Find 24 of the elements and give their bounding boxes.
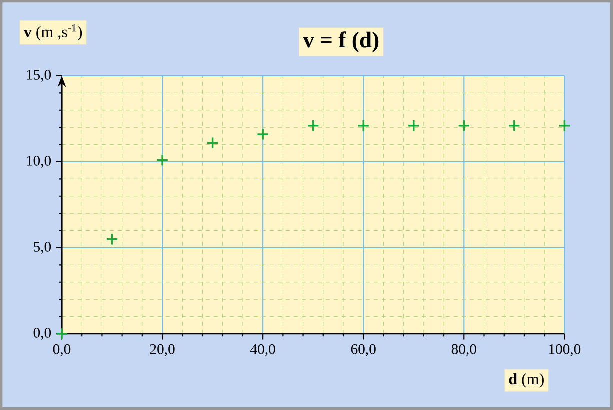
y-tick-label: 0,0 (34, 328, 52, 340)
point (508, 120, 521, 132)
point (558, 120, 571, 132)
x-tick-label: 40,0 (250, 344, 276, 356)
point (357, 120, 370, 132)
x-tick-label: 20,0 (150, 344, 175, 356)
y-tick-label: 5,0 (34, 242, 52, 254)
point (106, 233, 118, 246)
point (206, 136, 220, 150)
point (56, 328, 68, 340)
point (408, 120, 420, 132)
point (156, 154, 169, 166)
x-tick-label: 60,0 (351, 344, 376, 356)
x-tick-label: 100,0 (549, 344, 581, 356)
point (307, 120, 320, 132)
point (458, 120, 470, 132)
x-tick-label: 80,0 (452, 344, 476, 356)
chart-title: v = f (d) (303, 32, 379, 52)
point (256, 128, 270, 141)
x-axis-title: d (m) (509, 373, 544, 388)
x-tick-label: 0,0 (53, 344, 71, 356)
y-tick-label: 15,0 (27, 70, 52, 82)
y-axis-title: v (m ,s$^{-1}$) (24, 24, 82, 41)
y-tick-label: 10,0 (27, 156, 52, 168)
